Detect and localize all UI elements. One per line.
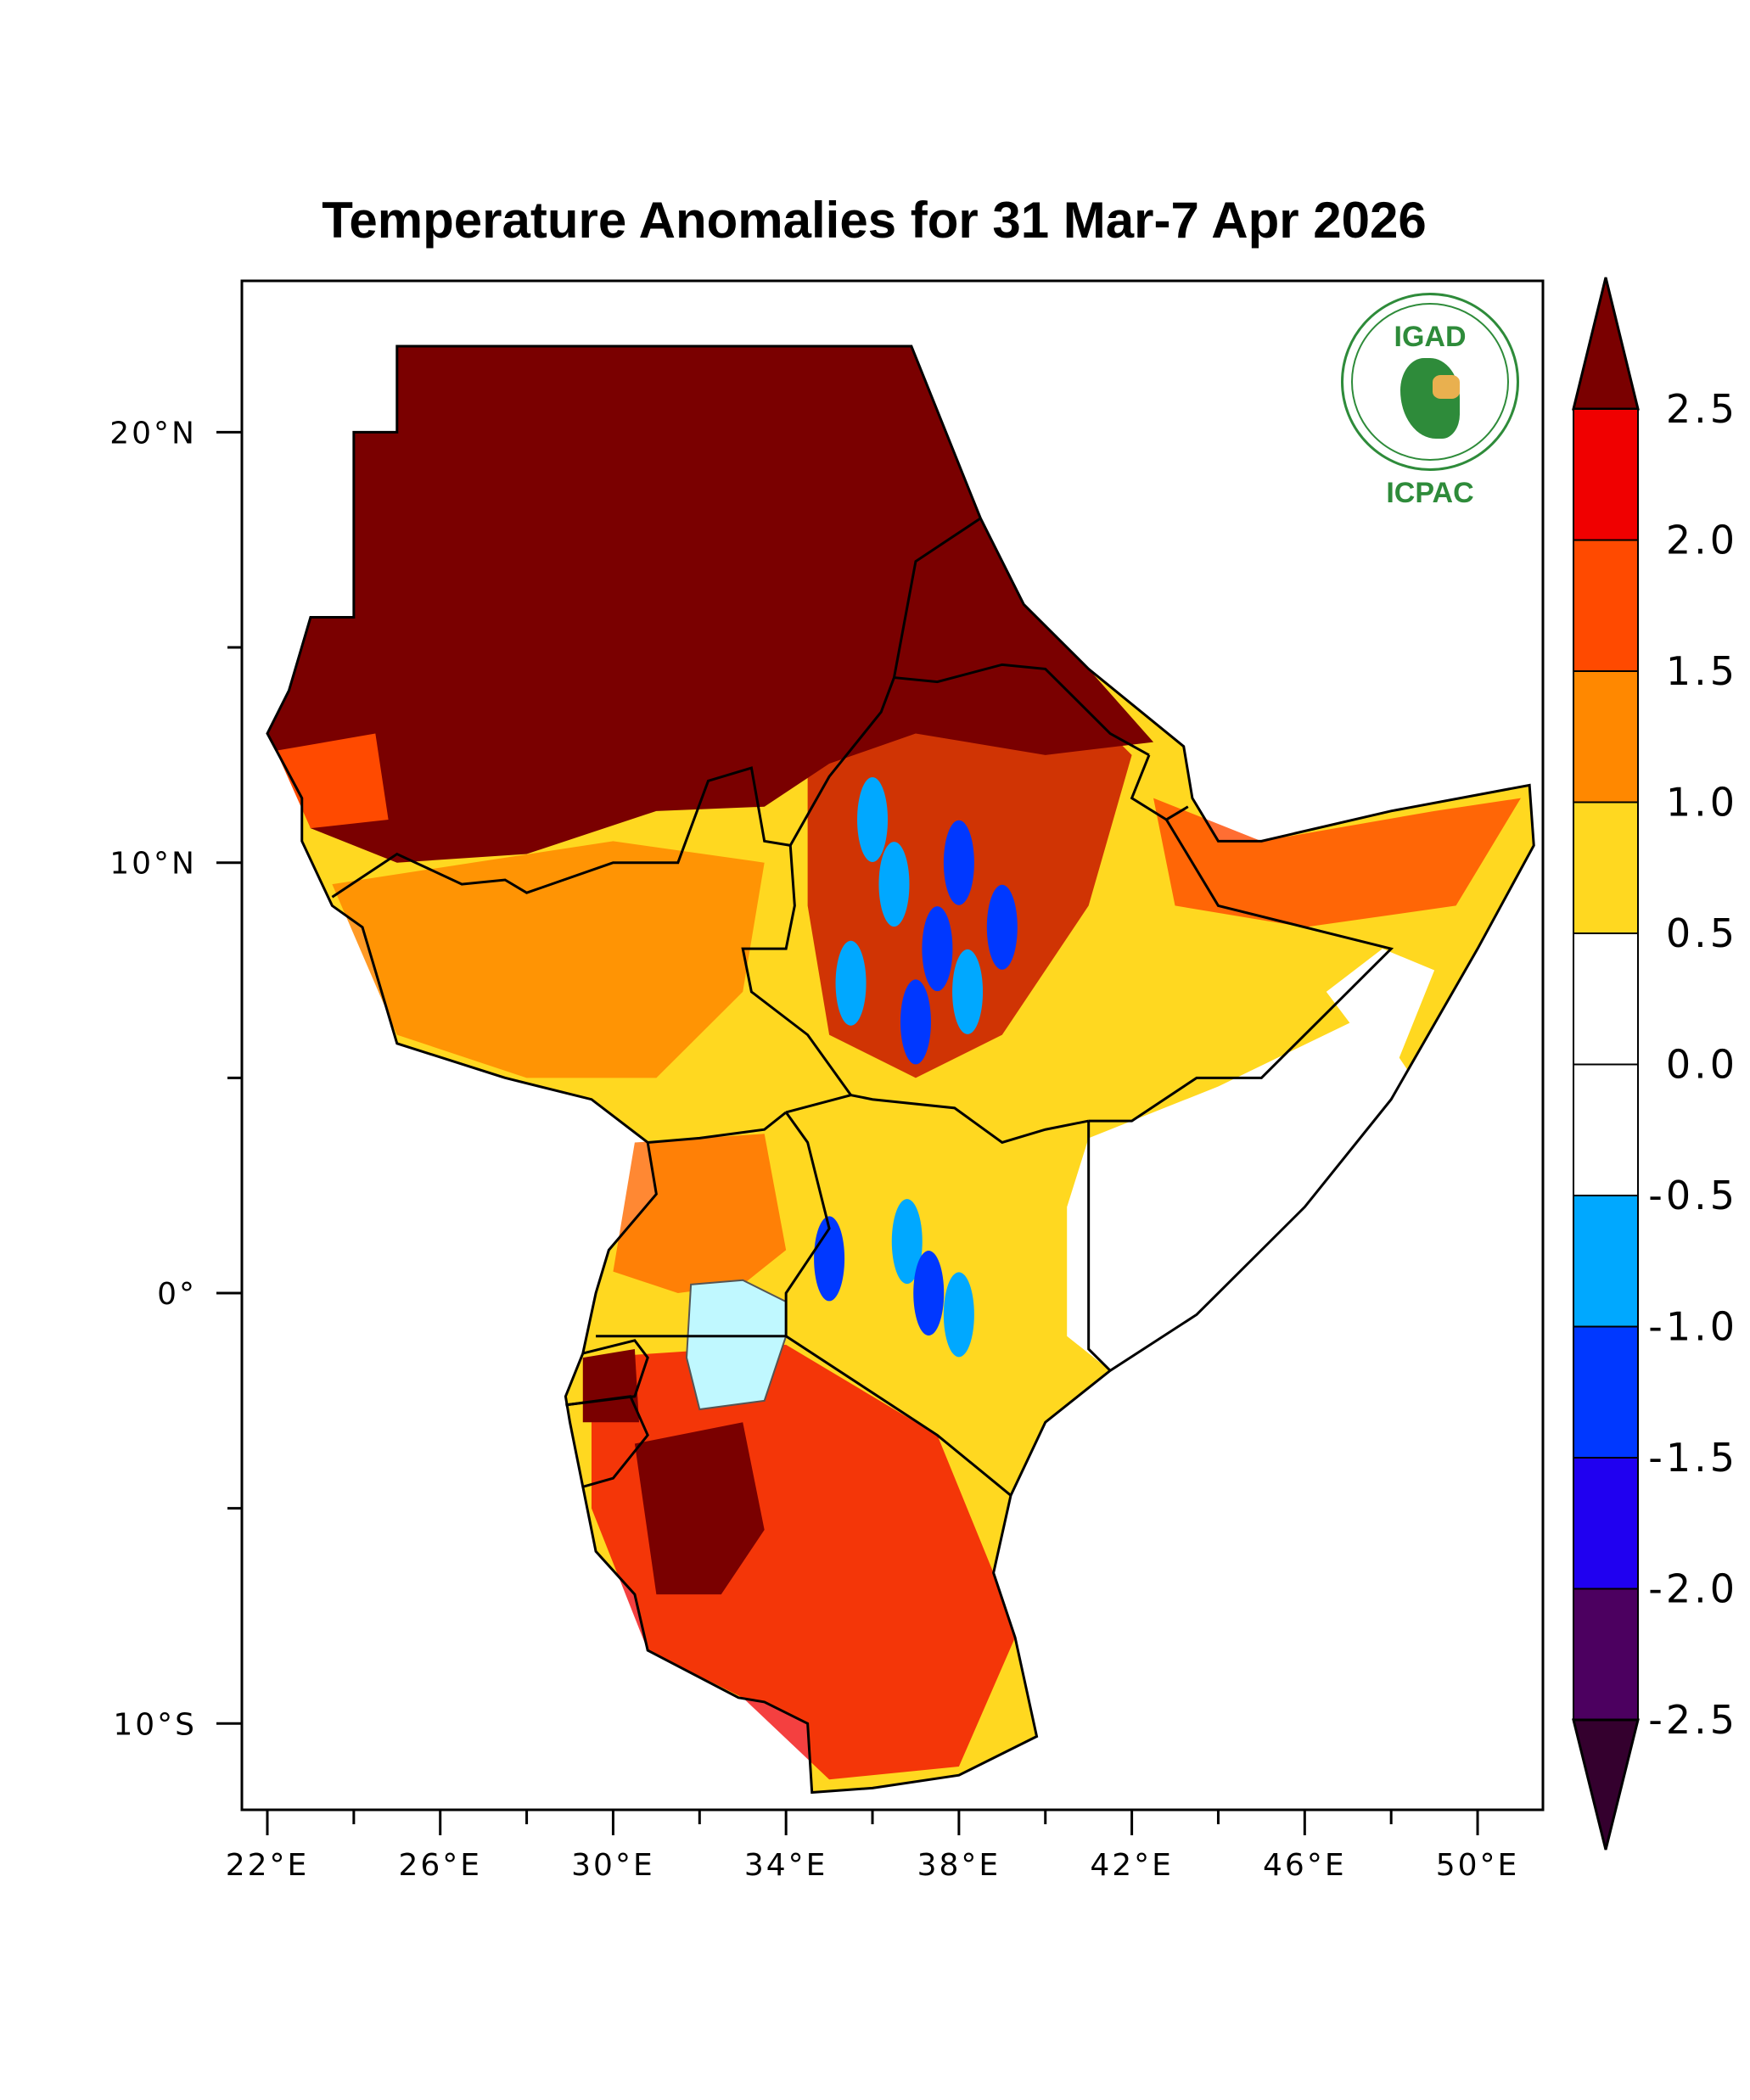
anomaly-field [267, 345, 1534, 1793]
chart-title: Temperature Anomalies for 31 Mar-7 Apr 2… [322, 192, 1427, 249]
axis-ticks: 20°N 10°N 0° 10°S 22°E 26°E 30°E 34°E 38°E 42°E 46… [109, 416, 1520, 1883]
y-tick-label: 20°N [109, 416, 197, 451]
colorbar-label: -2.5 [1648, 1697, 1738, 1743]
country-border [788, 517, 982, 847]
country-border [1130, 754, 1189, 821]
anomaly-above-2.5 [634, 1422, 765, 1595]
country-border [331, 766, 791, 899]
colorbar-bin [1573, 408, 1639, 541]
colorbar-label: 2.5 [1666, 386, 1738, 432]
colorbar-bin [1573, 670, 1639, 804]
y-tick-label: 10°S [113, 1707, 197, 1742]
country-border [785, 1335, 1012, 1497]
anomaly-0.0-0.5 [1067, 1013, 1413, 1371]
coastline-outline [266, 344, 1535, 1795]
colorbar-label: -2.0 [1648, 1566, 1738, 1612]
colorbar-bin [1573, 932, 1639, 1066]
country-border [741, 845, 852, 1096]
colorbar-label: -1.5 [1648, 1435, 1738, 1481]
anomaly-above-2.5 [267, 345, 1154, 863]
cold-anomaly-patch [857, 776, 889, 862]
colorbar-bin [1573, 1325, 1639, 1459]
colorbar-label: -1.0 [1648, 1304, 1738, 1350]
cold-anomaly-patch [891, 1199, 923, 1285]
colorbar-bin [1573, 539, 1639, 672]
colorbar-upper-arrow [1572, 277, 1640, 411]
anomaly-1.0-1.5 [332, 841, 765, 1078]
country-border [1087, 1121, 1112, 1372]
colorbar-bin [1573, 1457, 1639, 1590]
lake-victoria [686, 1279, 788, 1411]
colorbar-label: 0.0 [1666, 1042, 1738, 1088]
cold-anomaly-patch [913, 1251, 945, 1336]
country-border [784, 1112, 831, 1336]
logo-igad-text: IGAD [1394, 321, 1467, 353]
country-border [1088, 819, 1394, 1123]
colorbar-label: 1.0 [1666, 780, 1738, 826]
colorbar-lower-arrow [1572, 1718, 1640, 1851]
x-tick-label: 42°E [1090, 1848, 1174, 1883]
colorbar-bin [1573, 1063, 1639, 1196]
x-tick-label: 46°E [1263, 1848, 1347, 1883]
cold-anomaly-patch [922, 906, 953, 992]
anomaly-1.5-2.0 [1153, 798, 1521, 927]
country-border [894, 663, 1150, 757]
cold-anomaly-patch [814, 1216, 845, 1302]
country-border [648, 1111, 788, 1144]
cold-anomaly-patch [943, 820, 974, 905]
x-tick-label: 26°E [398, 1848, 482, 1883]
x-tick-label: 50°E [1436, 1848, 1520, 1883]
cold-anomaly-patch [878, 842, 910, 927]
country-borders [266, 344, 1535, 1795]
colorbar-bin [1573, 1195, 1639, 1328]
y-tick-label: 0° [157, 1277, 197, 1312]
colorbar-label: 1.5 [1666, 648, 1738, 694]
anomaly-1.0-1.5 [613, 1134, 787, 1293]
x-tick-label: 30°E [571, 1848, 655, 1883]
country-border [565, 1395, 649, 1488]
plot-frame [240, 279, 1545, 1812]
colorbar: 2.5 2.0 1.5 1.0 0.5 0.0 -0.5 -1.0 -1.5 -2.0 -2.5 [1572, 277, 1738, 1851]
cold-anomaly-patch [943, 1272, 974, 1358]
cold-anomaly-patch [835, 940, 867, 1026]
anomaly-above-2.5 [582, 1348, 639, 1423]
colorbar-label: 2.0 [1666, 518, 1738, 563]
x-tick-label: 22°E [226, 1848, 310, 1883]
x-tick-label: 38°E [917, 1848, 1001, 1883]
colorbar-bin [1573, 1588, 1639, 1721]
igad-icpac-logo: IGAD ICPAC [1337, 288, 1532, 518]
colorbar-bin [1573, 801, 1639, 934]
logo-icpac-text: ICPAC [1386, 477, 1474, 509]
cold-anomaly-patch [986, 884, 1018, 970]
colorbar-label: 0.5 [1666, 910, 1738, 956]
cold-anomaly-patch [900, 979, 931, 1065]
anomaly-0.0-0.5 [1326, 949, 1435, 1078]
anomaly-1.5-2.0 [276, 733, 389, 829]
x-tick-label: 34°E [744, 1848, 828, 1883]
y-tick-label: 10°N [109, 847, 197, 882]
cold-anomaly-patch [952, 949, 984, 1034]
colorbar-label: -0.5 [1648, 1173, 1738, 1218]
